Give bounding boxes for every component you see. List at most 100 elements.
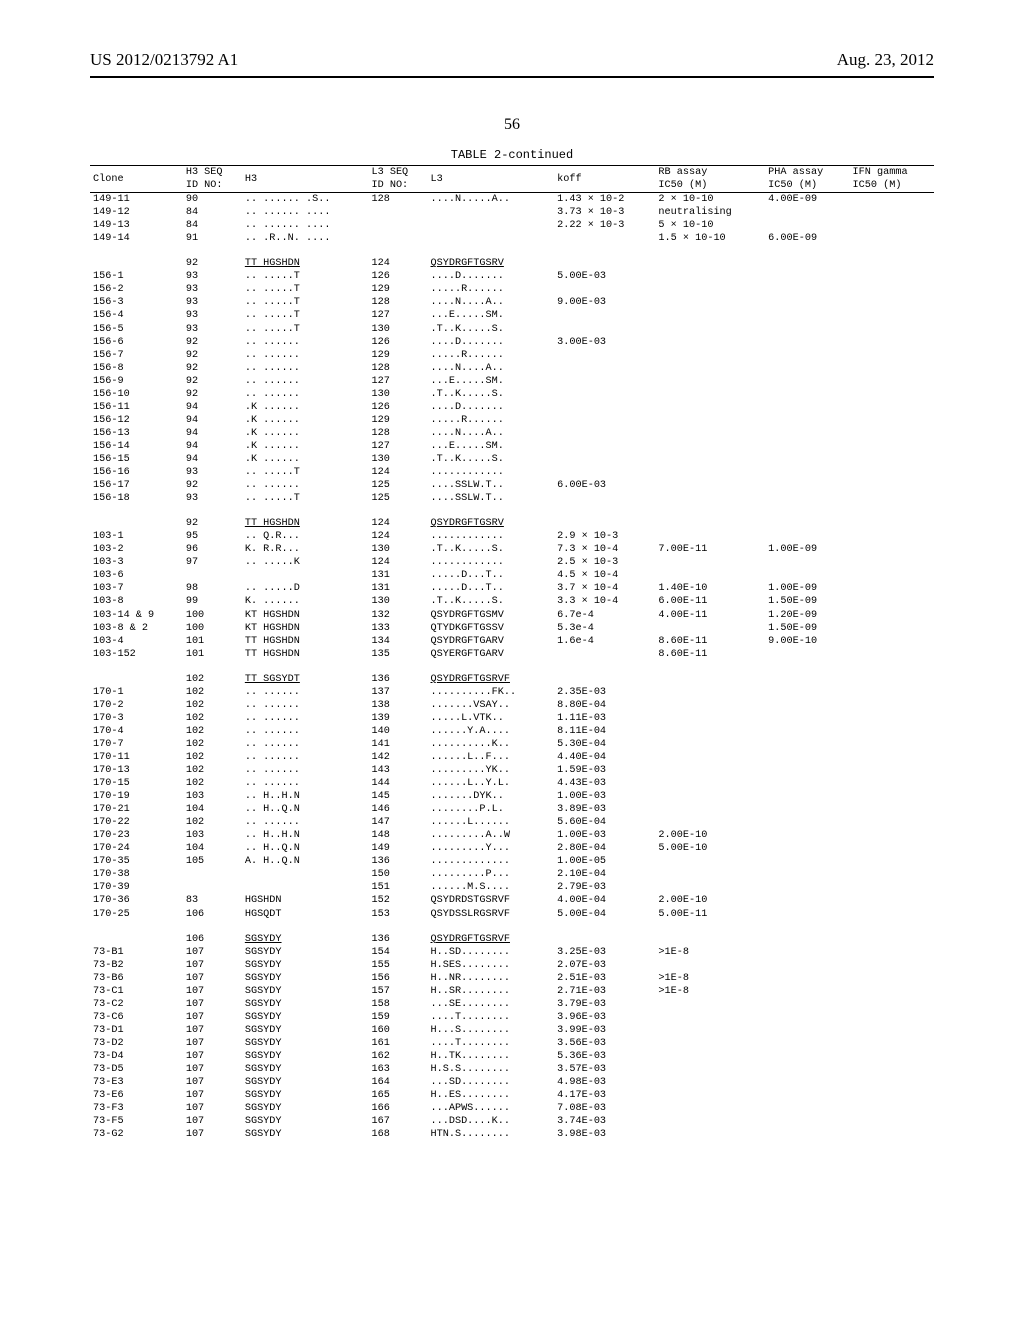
table-cell: 93: [183, 323, 242, 336]
table-cell: 103-8 & 2: [90, 622, 183, 635]
table-row: 149-1384.. ...... ....2.22 × 10-35 × 10-…: [90, 219, 934, 232]
table-cell: 124: [368, 466, 427, 479]
table-cell: [850, 985, 934, 998]
table-cell: 102: [183, 816, 242, 829]
table-cell: QSYDRGFTGSRV: [428, 257, 555, 270]
table-cell: 1.6e-4: [554, 635, 655, 648]
table-cell: 125: [368, 492, 427, 505]
table-cell: 73-F5: [90, 1115, 183, 1128]
table-cell: [850, 401, 934, 414]
table-cell: [850, 349, 934, 362]
table-cell: [765, 414, 849, 427]
table-row: 73-D2107SGSYDY161....T........3.56E-03: [90, 1037, 934, 1050]
table-cell: 170-7: [90, 738, 183, 751]
table-cell: 156-3: [90, 296, 183, 309]
table-row: 170-23103.. H..H.N148.........A..W1.00E-…: [90, 829, 934, 842]
table-cell: [850, 1089, 934, 1102]
table-cell: 73-B2: [90, 959, 183, 972]
table-cell: [368, 206, 427, 219]
table-cell: 93: [183, 283, 242, 296]
table-cell: SGSYDY: [242, 946, 369, 959]
table-cell: [554, 283, 655, 296]
table-cell: 73-C6: [90, 1011, 183, 1024]
table-cell: 5.30E-04: [554, 738, 655, 751]
table-cell: 8.60E-11: [655, 648, 765, 661]
table-cell: [765, 1115, 849, 1128]
table-cell: 99: [183, 595, 242, 608]
table-cell: 167: [368, 1115, 427, 1128]
table-cell: 73-C1: [90, 985, 183, 998]
table-cell: [655, 998, 765, 1011]
column-header: L3 SEQ ID NO:: [368, 166, 427, 193]
table-cell: [183, 868, 242, 881]
table-row: 103-899K. ......130.T..K.....S.3.3 × 10-…: [90, 595, 934, 608]
table-row: 156-293.. .....T129.....R......: [90, 283, 934, 296]
table-cell: 1.59E-03: [554, 764, 655, 777]
table-cell: [765, 349, 849, 362]
table-cell: TT HGSHDN: [242, 257, 369, 270]
sequence-table: CloneH3 SEQ ID NO:H3L3 SEQ ID NO:L3koffR…: [90, 165, 934, 1141]
table-cell: .............: [428, 855, 555, 868]
table-cell: 102: [183, 764, 242, 777]
table-cell: .. ......: [242, 686, 369, 699]
table-cell: 102: [183, 673, 242, 686]
table-cell: 102: [183, 699, 242, 712]
table-cell: [765, 427, 849, 440]
table-cell: [655, 362, 765, 375]
table-cell: ....D.......: [428, 270, 555, 283]
table-cell: ......L..Y.L.: [428, 777, 555, 790]
table-cell: 107: [183, 1050, 242, 1063]
table-cell: ....N....A..: [428, 427, 555, 440]
table-cell: 4.17E-03: [554, 1089, 655, 1102]
table-cell: [850, 868, 934, 881]
table-cell: [765, 375, 849, 388]
table-cell: [90, 673, 183, 686]
table-cell: [655, 1128, 765, 1141]
table-cell: [850, 582, 934, 595]
table-cell: 3.99E-03: [554, 1024, 655, 1037]
table-cell: [765, 466, 849, 479]
table-cell: 93: [183, 492, 242, 505]
table-cell: 156-16: [90, 466, 183, 479]
table-cell: 5.60E-04: [554, 816, 655, 829]
table-cell: [765, 270, 849, 283]
table-cell: 92: [183, 375, 242, 388]
table-cell: QSYDRGFTGARV: [428, 635, 555, 648]
table-row: 170-3102.. ......139.....L.VTK..1.11E-03: [90, 712, 934, 725]
table-cell: 6.00E-03: [554, 479, 655, 492]
table-cell: 124: [368, 517, 427, 530]
table-cell: [850, 855, 934, 868]
table-cell: .. ......: [242, 699, 369, 712]
table-row: 170-1102.. ......137..........FK..2.35E-…: [90, 686, 934, 699]
table-row: 170-19103.. H..H.N145.......DYK..1.00E-0…: [90, 790, 934, 803]
table-cell: 156-12: [90, 414, 183, 427]
table-cell: [850, 751, 934, 764]
table-row: 170-24104.. H..Q.N149.........Y...2.80E-…: [90, 842, 934, 855]
table-cell: 3.25E-03: [554, 946, 655, 959]
table-cell: 107: [183, 1076, 242, 1089]
table-cell: [655, 466, 765, 479]
table-cell: 156-6: [90, 336, 183, 349]
table-cell: 102: [183, 712, 242, 725]
table-cell: 163: [368, 1063, 427, 1076]
table-cell: 103-3: [90, 556, 183, 569]
table-cell: [765, 998, 849, 1011]
table-cell: .....D...T..: [428, 569, 555, 582]
table-cell: SGSYDY: [242, 1115, 369, 1128]
table-cell: [765, 453, 849, 466]
pub-number: US 2012/0213792 A1: [90, 50, 238, 70]
table-cell: 107: [183, 1011, 242, 1024]
table-cell: .K ......: [242, 414, 369, 427]
table-cell: 2.5 × 10-3: [554, 556, 655, 569]
table-cell: 156-13: [90, 427, 183, 440]
table-cell: 150: [368, 868, 427, 881]
table-cell: [554, 517, 655, 530]
table-cell: 166: [368, 1102, 427, 1115]
table-cell: [655, 569, 765, 582]
table-cell: 103-2: [90, 543, 183, 556]
table-cell: 101: [183, 648, 242, 661]
table-cell: 156-11: [90, 401, 183, 414]
table-cell: 6.00E-09: [765, 232, 849, 245]
table-cell: [850, 206, 934, 219]
table-cell: [850, 609, 934, 622]
